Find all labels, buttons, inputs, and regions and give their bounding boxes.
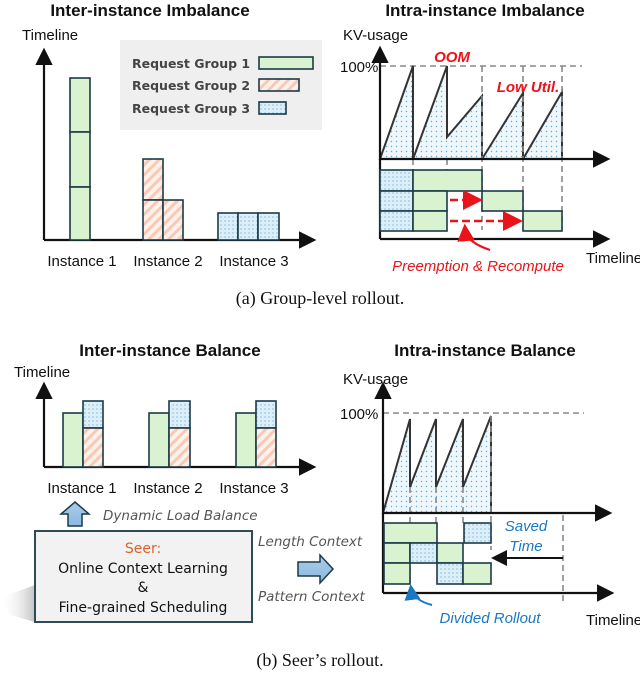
kv-usage-sawtooth: [378, 65, 563, 160]
legend: Request Group 1 Request Group 2 Request …: [120, 40, 322, 130]
bar-segment: [255, 400, 277, 429]
seer-box: Seer: Online Context Learning & Fine-gra…: [0, 530, 253, 623]
block: [436, 542, 464, 564]
bar-segment: [162, 199, 184, 241]
bar-segment: [82, 427, 104, 468]
right-arrow-icon: [297, 553, 335, 585]
panel-title: Intra-instance Imbalance: [385, 1, 584, 20]
y-axis-label: KV-usage: [343, 371, 408, 388]
bar-segment: [168, 400, 191, 429]
block: [522, 210, 563, 232]
bar-segment: [168, 427, 191, 468]
block: [379, 210, 414, 232]
instance-label-3: Instance 3: [219, 480, 288, 497]
saved-time-label-line-1: Saved: [505, 518, 548, 535]
request-blocks: [383, 522, 492, 585]
block: [383, 522, 438, 544]
block: [383, 562, 411, 585]
x-axis-label: Timeline: [586, 612, 640, 629]
pattern-context-label: Pattern Context: [258, 589, 366, 605]
panel-a-inter-instance-imbalance: Inter-instance Imbalance Timeline Reques…: [22, 1, 322, 270]
legend-label-group-3: Request Group 3: [132, 101, 250, 116]
bar-segment: [142, 158, 164, 201]
block: [409, 542, 438, 564]
block: [379, 169, 414, 192]
length-context-label: Length Context: [258, 534, 363, 550]
preemption-label: Preemption & Recompute: [392, 258, 564, 275]
instance-2-bars: [148, 400, 191, 468]
bar-segment: [142, 199, 164, 241]
box-shadow: [0, 585, 35, 622]
divided-rollout-label: Divided Rollout: [440, 610, 542, 627]
block: [481, 190, 524, 212]
panel-b-inter-instance-balance: Inter-instance Balance Timeline Instance…: [14, 341, 317, 527]
instance-label-1: Instance 1: [47, 480, 116, 497]
seer-line-2: &: [138, 580, 149, 596]
y-axis-label: KV-usage: [343, 27, 408, 44]
panel-b-intra-instance-balance: Intra-instance Balance KV-usage 100% Sav…: [340, 341, 640, 629]
block: [379, 190, 414, 212]
x-axis-label: Timeline: [586, 250, 640, 267]
block: [412, 210, 448, 232]
caption-b: (b) Seer’s rollout.: [256, 650, 383, 671]
legend-swatch-group-3: [258, 101, 287, 115]
panel-title: Inter-instance Imbalance: [50, 1, 249, 20]
bar-segment: [69, 186, 91, 241]
seer-box-background: [34, 530, 253, 623]
bar-segment: [69, 131, 91, 188]
divided-rollout-pointer: [404, 584, 433, 606]
instance-1-bars: [69, 77, 91, 241]
block: [412, 190, 448, 212]
bar-segment: [257, 212, 280, 241]
bar-segment: [62, 412, 84, 468]
seer-line-1: Online Context Learning: [58, 561, 228, 577]
bar-segment: [237, 212, 259, 241]
block: [463, 522, 492, 544]
instance-1-bars: [62, 400, 104, 468]
instance-3-bars: [235, 400, 277, 468]
instance-2-bars: [142, 158, 184, 241]
y-axis-label: Timeline: [22, 27, 78, 44]
dynamic-load-balance-label: Dynamic Load Balance: [103, 508, 258, 524]
legend-swatch-group-2: [258, 78, 300, 92]
up-arrow-icon: [58, 501, 92, 527]
instance-label-1: Instance 1: [47, 253, 116, 270]
kv-usage-sawtooth: [381, 415, 492, 514]
block: [412, 169, 483, 192]
block: [383, 542, 411, 564]
saved-time-label-line-2: Time: [509, 538, 542, 555]
bar-segment: [217, 212, 239, 241]
y-axis-label: Timeline: [14, 364, 70, 381]
request-blocks: [379, 169, 563, 232]
curved-pointer-arrow: [457, 223, 491, 252]
low-util-label: Low Util.: [497, 79, 560, 96]
y-tick-100: 100%: [340, 59, 378, 76]
legend-label-group-2: Request Group 2: [132, 78, 250, 93]
panel-a-intra-instance-imbalance: Intra-instance Imbalance KV-usage 100% O…: [340, 1, 640, 275]
instance-label-2: Instance 2: [133, 480, 202, 497]
bar-segment: [235, 412, 257, 468]
bar-segment: [148, 412, 170, 468]
legend-label-group-1: Request Group 1: [132, 56, 250, 71]
panel-title: Inter-instance Balance: [79, 341, 260, 360]
oom-label: OOM: [434, 49, 470, 66]
caption-a: (a) Group-level rollout.: [236, 288, 404, 309]
instance-label-2: Instance 2: [133, 253, 202, 270]
legend-swatch-group-1: [258, 56, 314, 70]
bar-segment: [255, 427, 277, 468]
seer-name: Seer:: [125, 541, 161, 557]
instance-label-3: Instance 3: [219, 253, 288, 270]
y-tick-100: 100%: [340, 406, 378, 423]
seer-line-3: Fine-grained Scheduling: [59, 600, 228, 616]
bar-segment: [69, 77, 91, 133]
instance-3-bars: [217, 212, 280, 241]
block: [462, 562, 492, 585]
bar-segment: [82, 400, 104, 429]
panel-title: Intra-instance Balance: [394, 341, 575, 360]
block: [436, 562, 464, 585]
